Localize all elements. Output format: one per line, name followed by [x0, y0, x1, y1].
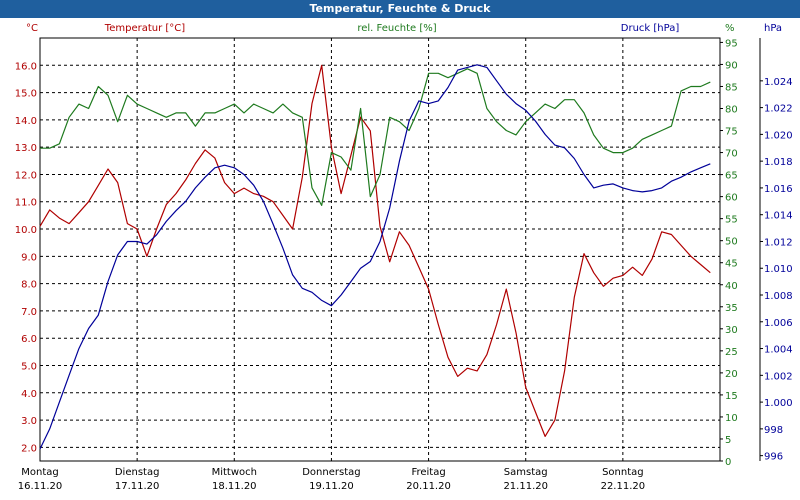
pressure-tick-label: 1.024 — [764, 77, 793, 88]
humidity-tick-label: 40 — [725, 281, 738, 292]
humidity-tick-label: 75 — [725, 127, 738, 138]
temp-tick-label: 11.0 — [15, 198, 37, 209]
temp-tick-label: 2.0 — [21, 443, 37, 454]
temp-tick-label: 10.0 — [15, 225, 37, 236]
humidity-tick-label: 15 — [725, 391, 738, 402]
pressure-tick-label: 1.002 — [764, 371, 793, 382]
humidity-tick-label: 45 — [725, 259, 738, 270]
axis-headers: °C Temperatur [°C] % rel. Feuchte [%] hP… — [26, 23, 782, 34]
pressure-tick-label: 1.010 — [764, 264, 793, 275]
pressure-tick-label: 1.008 — [764, 291, 793, 302]
temp-tick-label: 5.0 — [21, 361, 37, 372]
pressure-tick-label: 1.000 — [764, 398, 793, 409]
chart-title: Temperatur, Feuchte & Druck — [309, 2, 491, 15]
axes: 2.0 3.0 4.0 5.0 6.0 7.0 8.0 9.0 10.0 11.0 12.0 13.0… — [15, 38, 793, 492]
temp-tick-label: 14.0 — [15, 116, 37, 127]
x-tick-day: Freitag — [411, 467, 445, 478]
chart-canvas: 2.0 3.0 4.0 5.0 6.0 7.0 8.0 9.0 10.0 11.0 12.0 13.0… — [15, 23, 793, 492]
x-tick-date: 22.11.20 — [601, 481, 646, 492]
pressure-series-line — [39, 64, 711, 450]
humidity-tick-label: 25 — [725, 347, 738, 358]
temp-axis-unit: °C — [26, 23, 38, 34]
humidity-tick-label: 10 — [725, 413, 738, 424]
temp-tick-label: 12.0 — [15, 170, 37, 181]
x-tick-date: 17.11.20 — [115, 481, 160, 492]
temp-tick-label: 13.0 — [15, 143, 37, 154]
temp-tick-label: 6.0 — [21, 334, 37, 345]
x-tick-date: 19.11.20 — [309, 481, 354, 492]
humidity-axis-label: rel. Feuchte [%] — [357, 23, 436, 34]
pressure-tick-label: 1.004 — [764, 345, 793, 356]
humidity-tick-label: 60 — [725, 193, 738, 204]
humidity-tick-label: 65 — [725, 171, 738, 182]
x-tick-date: 20.11.20 — [406, 481, 451, 492]
x-tick-date: 21.11.20 — [503, 481, 548, 492]
x-tick-day: Sonntag — [602, 467, 644, 478]
pressure-tick-label: 996 — [764, 452, 783, 463]
pressure-tick-label: 1.020 — [764, 130, 793, 141]
humidity-tick-label: 50 — [725, 237, 738, 248]
pressure-axis-label: Druck [hPa] — [621, 23, 680, 34]
temp-tick-label: 7.0 — [21, 307, 37, 318]
chart-title-bar: Temperatur, Feuchte & Druck — [0, 0, 800, 18]
pressure-tick-label: 1.006 — [764, 318, 793, 329]
pressure-tick-label: 1.018 — [764, 157, 793, 168]
pressure-tick-label: 1.014 — [764, 211, 793, 222]
x-tick-day: Mittwoch — [212, 467, 257, 478]
data-series — [39, 64, 711, 450]
pressure-tick-label: 1.012 — [764, 237, 793, 248]
pressure-tick-label: 998 — [764, 425, 783, 436]
x-tick-date: 16.11.20 — [18, 481, 63, 492]
temp-axis-label: Temperatur [°C] — [104, 23, 185, 34]
humidity-tick-label: 90 — [725, 60, 738, 71]
plot-area-frame — [39, 37, 721, 462]
temp-tick-label: 3.0 — [21, 416, 37, 427]
humidity-series-line — [40, 68, 711, 206]
humidity-tick-label: 0 — [725, 457, 731, 468]
humidity-tick-label: 80 — [725, 105, 738, 116]
grid-lines — [39, 38, 720, 461]
humidity-tick-label: 55 — [725, 215, 738, 226]
humidity-tick-label: 20 — [725, 369, 738, 380]
x-tick-day: Montag — [21, 467, 58, 478]
x-tick-date: 18.11.20 — [212, 481, 257, 492]
humidity-tick-label: 35 — [725, 303, 738, 314]
temp-tick-label: 8.0 — [21, 280, 37, 291]
pressure-tick-label: 1.022 — [764, 104, 793, 115]
x-tick-day: Donnerstag — [302, 467, 360, 478]
x-tick-day: Dienstag — [115, 467, 160, 478]
pressure-axis-unit: hPa — [764, 23, 782, 34]
humidity-tick-label: 95 — [725, 38, 738, 49]
temp-tick-label: 4.0 — [21, 389, 37, 400]
humidity-tick-label: 5 — [725, 435, 731, 446]
humidity-axis-unit: % — [725, 23, 735, 34]
temp-tick-label: 9.0 — [21, 252, 37, 263]
humidity-tick-label: 85 — [725, 82, 738, 93]
humidity-tick-label: 70 — [725, 149, 738, 160]
pressure-tick-label: 1.016 — [764, 184, 793, 195]
temperature-series-line — [39, 64, 711, 437]
temp-tick-label: 15.0 — [15, 89, 37, 100]
x-tick-day: Samstag — [504, 467, 548, 478]
temp-tick-label: 16.0 — [15, 61, 37, 72]
humidity-tick-label: 30 — [725, 325, 738, 336]
